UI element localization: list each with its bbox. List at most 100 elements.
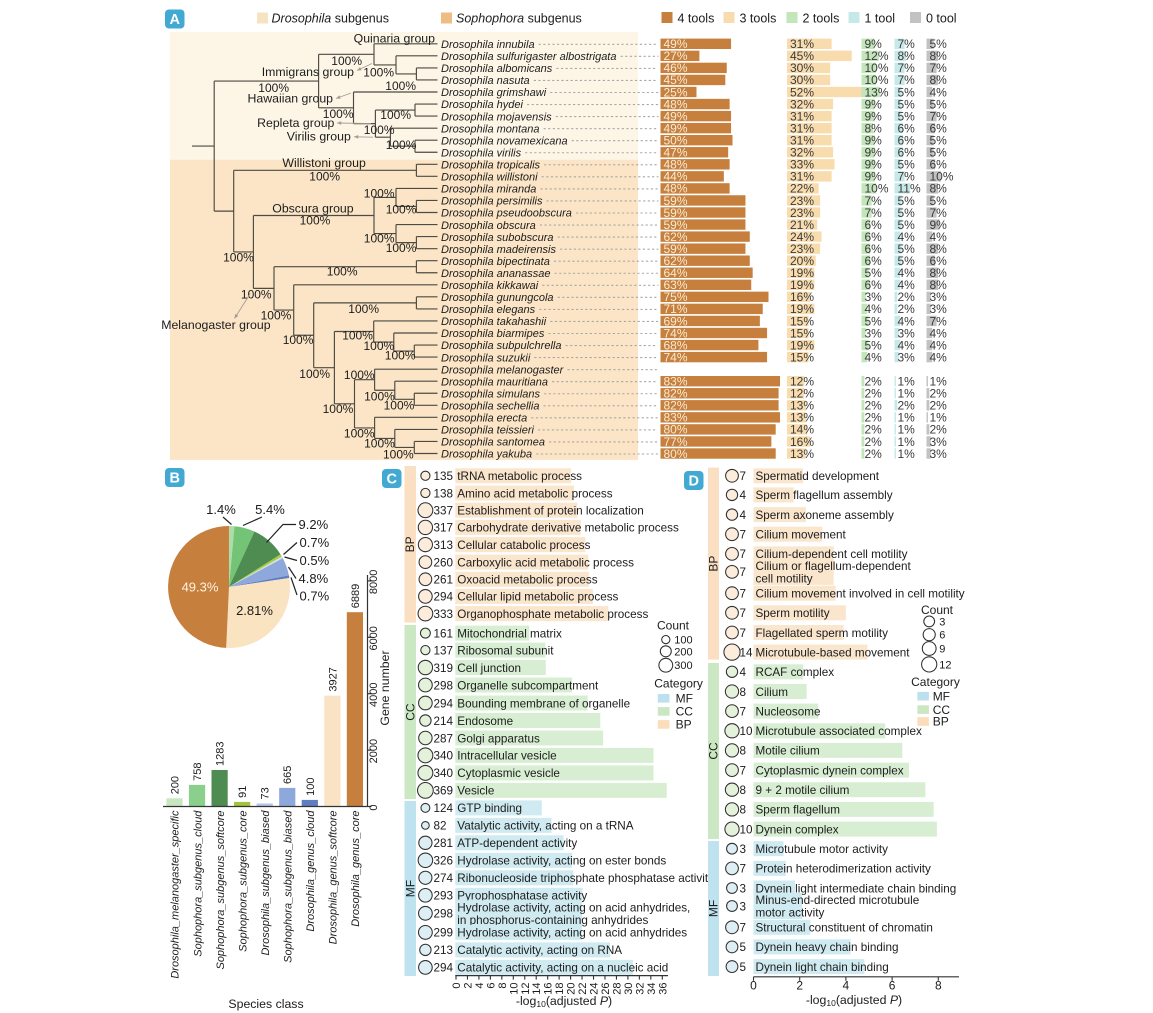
svg-text:13%: 13%	[790, 411, 814, 425]
svg-text:14: 14	[740, 646, 754, 659]
svg-text:100%: 100%	[261, 309, 292, 323]
svg-text:13%: 13%	[865, 85, 889, 99]
svg-text:74%: 74%	[664, 350, 688, 364]
svg-text:8: 8	[740, 686, 747, 699]
svg-text:cell motility: cell motility	[756, 573, 813, 586]
svg-text:CC: CC	[676, 705, 694, 719]
svg-text:369: 369	[434, 785, 454, 798]
svg-text:Drosophila subgenus: Drosophila subgenus	[272, 12, 389, 26]
svg-text:8: 8	[935, 979, 942, 993]
svg-text:7: 7	[740, 588, 747, 601]
svg-text:45%: 45%	[664, 73, 688, 87]
svg-text:68%: 68%	[664, 338, 688, 352]
svg-text:7: 7	[740, 764, 747, 777]
svg-text:Sophophora_subgenus_biased: Sophophora_subgenus_biased	[282, 810, 294, 963]
svg-text:8%: 8%	[930, 278, 948, 292]
svg-text:7: 7	[740, 607, 747, 620]
svg-text:20%: 20%	[790, 254, 814, 268]
svg-text:13%: 13%	[790, 447, 814, 461]
svg-text:12%: 12%	[865, 49, 889, 63]
svg-text:Microtubule associated complex: Microtubule associated complex	[756, 725, 922, 738]
svg-text:100%: 100%	[300, 214, 331, 228]
svg-text:4%: 4%	[930, 230, 948, 244]
svg-text:6%: 6%	[898, 122, 916, 136]
svg-text:Willistoni group: Willistoni group	[282, 156, 366, 170]
svg-text:BP: BP	[707, 556, 721, 572]
svg-text:7%: 7%	[865, 206, 883, 220]
svg-text:59%: 59%	[664, 206, 688, 220]
svg-text:Golgi apparatus: Golgi apparatus	[457, 732, 540, 745]
svg-text:9%: 9%	[865, 109, 883, 123]
svg-text:22%: 22%	[790, 182, 814, 196]
svg-text:Drosophila_genus_core: Drosophila_genus_core	[350, 811, 362, 927]
svg-text:Count: Count	[657, 619, 690, 633]
svg-text:319: 319	[434, 662, 454, 675]
svg-text:Species class: Species class	[228, 997, 303, 1011]
svg-text:82%: 82%	[664, 387, 688, 401]
svg-text:Nucleosome: Nucleosome	[756, 705, 821, 718]
svg-text:124: 124	[434, 802, 454, 815]
svg-text:2%: 2%	[930, 423, 948, 437]
svg-text:Count: Count	[921, 603, 954, 617]
svg-text:Cilium movement involved in ce: Cilium movement involved in cell motilit…	[756, 588, 965, 601]
svg-text:15%: 15%	[790, 314, 814, 328]
svg-text:Protein heterodimerization act: Protein heterodimerization activity	[756, 863, 932, 876]
svg-text:7%: 7%	[930, 314, 948, 328]
svg-text:Drosophila ananassae: Drosophila ananassae	[441, 268, 550, 280]
svg-text:287: 287	[434, 732, 454, 745]
svg-text:Cellular lipid metabolic proce: Cellular lipid metabolic process	[457, 591, 618, 604]
svg-text:Cell junction: Cell junction	[457, 662, 521, 675]
svg-text:32: 32	[634, 982, 646, 994]
svg-text:100%: 100%	[348, 302, 379, 316]
svg-text:15%: 15%	[790, 350, 814, 364]
svg-text:100%: 100%	[363, 339, 394, 353]
svg-text:293: 293	[434, 890, 454, 903]
svg-text:6: 6	[485, 982, 497, 988]
svg-text:4: 4	[740, 666, 747, 679]
svg-text:274: 274	[434, 872, 454, 885]
svg-text:6%: 6%	[865, 278, 883, 292]
svg-text:9: 9	[939, 644, 945, 656]
svg-text:8: 8	[740, 745, 747, 758]
svg-text:10: 10	[508, 983, 520, 995]
svg-text:Drosophila subpulchrella: Drosophila subpulchrella	[441, 340, 561, 352]
svg-text:213: 213	[434, 944, 454, 957]
svg-text:63%: 63%	[664, 278, 688, 292]
svg-text:Melanogaster group: Melanogaster group	[161, 318, 271, 332]
svg-text:100%: 100%	[344, 427, 375, 441]
svg-text:Sperm flagellum assembly: Sperm flagellum assembly	[756, 489, 893, 502]
svg-text:3%: 3%	[930, 447, 948, 461]
svg-text:13%: 13%	[790, 399, 814, 413]
svg-text:2.81%: 2.81%	[236, 603, 273, 618]
svg-text:Organophosphate metabolic proc: Organophosphate metabolic process	[457, 608, 648, 621]
svg-text:100%: 100%	[385, 349, 416, 363]
svg-text:Drosophila elegans: Drosophila elegans	[441, 304, 536, 316]
svg-text:1%: 1%	[898, 423, 916, 437]
svg-text:Drosophila sulfurigaster albos: Drosophila sulfurigaster albostrigata	[441, 51, 616, 63]
svg-text:135: 135	[434, 470, 454, 483]
svg-text:Bounding membrane of organelle: Bounding membrane of organelle	[457, 697, 630, 710]
svg-text:CC: CC	[933, 703, 951, 717]
svg-text:83%: 83%	[664, 375, 688, 389]
svg-text:Pyrophosphatase activity: Pyrophosphatase activity	[457, 890, 587, 903]
svg-text:5: 5	[740, 941, 747, 954]
svg-text:2%: 2%	[865, 447, 883, 461]
svg-text:Drosophila_subgenus_biased: Drosophila_subgenus_biased	[260, 810, 272, 956]
svg-text:31%: 31%	[790, 122, 814, 136]
svg-text:5%: 5%	[898, 97, 916, 111]
svg-text:4%: 4%	[930, 350, 948, 364]
svg-text:Catalytic activity, acting on: Catalytic activity, acting on a nucleic …	[457, 962, 668, 975]
svg-text:7: 7	[740, 863, 747, 876]
svg-text:161: 161	[434, 627, 454, 640]
svg-text:5%: 5%	[865, 266, 883, 280]
svg-text:2%: 2%	[865, 387, 883, 401]
svg-text:23%: 23%	[790, 194, 814, 208]
svg-text:Drosophila_melanogaster_specif: Drosophila_melanogaster_specific	[170, 810, 182, 979]
svg-text:tRNA metabolic process: tRNA metabolic process	[457, 470, 582, 483]
svg-text:-log10(adjusted P): -log10(adjusted P)	[516, 994, 612, 1009]
svg-text:0.5%: 0.5%	[300, 553, 330, 568]
svg-text:138: 138	[434, 487, 454, 500]
svg-text:26: 26	[600, 982, 612, 994]
svg-text:100%: 100%	[364, 187, 395, 201]
svg-text:2%: 2%	[898, 399, 916, 413]
